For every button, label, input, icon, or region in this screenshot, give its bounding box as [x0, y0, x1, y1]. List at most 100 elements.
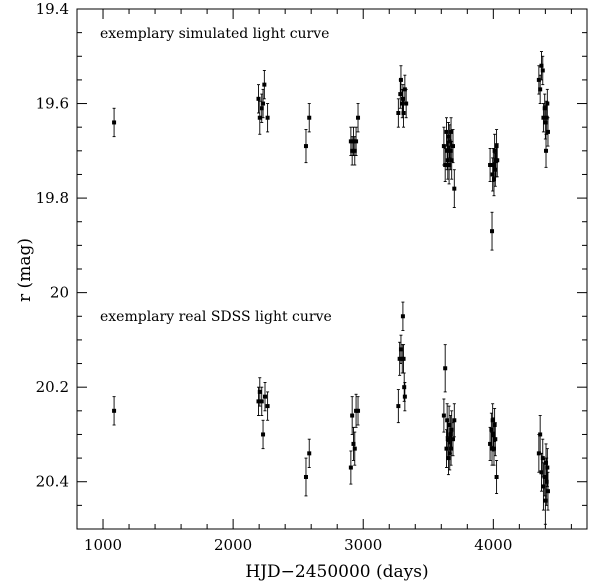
data-point — [350, 148, 355, 153]
data-point — [539, 470, 544, 475]
data-point — [303, 475, 308, 479]
data-point — [447, 163, 452, 167]
data-point — [490, 418, 495, 423]
data-point — [540, 456, 545, 461]
series-2 — [112, 301, 550, 525]
data-point — [261, 101, 266, 106]
y-tick-label: 20 — [50, 284, 69, 302]
data-point — [356, 408, 361, 413]
data-point — [265, 404, 270, 409]
data-point — [257, 389, 262, 394]
data-point — [256, 96, 261, 101]
data-point — [448, 432, 453, 437]
x-tick-label: 2000 — [214, 536, 252, 554]
y-tick-labels: 19.4 19.6 19.8 20 20.2 20.4 — [36, 0, 69, 491]
data-point — [443, 366, 448, 371]
data-point — [402, 385, 407, 390]
data-point — [541, 484, 546, 489]
y-tick-label: 19.8 — [36, 189, 69, 207]
x-tick-label: 4000 — [474, 536, 512, 554]
data-point — [397, 356, 402, 361]
data-point — [541, 115, 546, 120]
data-point — [538, 432, 543, 437]
data-point — [545, 465, 550, 470]
data-point — [259, 106, 264, 111]
data-point — [450, 437, 455, 442]
data-point — [402, 394, 407, 399]
data-point — [441, 144, 446, 149]
data-point — [348, 465, 353, 470]
data-point — [352, 446, 357, 451]
data-point — [446, 456, 451, 461]
data-point — [443, 163, 448, 167]
data-point — [542, 106, 547, 111]
data-point — [544, 479, 549, 484]
data-point — [490, 172, 495, 177]
data-point — [445, 437, 450, 442]
data-point — [452, 186, 457, 191]
data-point — [261, 432, 266, 437]
data-point — [447, 139, 452, 144]
data-point — [540, 68, 545, 73]
data-point — [400, 101, 405, 106]
plot-frame — [76, 8, 588, 530]
data-point — [545, 101, 550, 106]
data-marks — [112, 51, 550, 525]
data-point — [445, 158, 450, 163]
data-point — [307, 451, 312, 456]
data-point — [493, 437, 498, 442]
data-point — [491, 163, 496, 167]
y-tick-label: 19.6 — [36, 95, 69, 113]
data-point — [396, 111, 401, 115]
data-point — [398, 77, 403, 82]
data-point — [398, 347, 403, 352]
data-point — [256, 399, 261, 404]
data-point — [545, 489, 550, 494]
data-point — [354, 139, 359, 144]
data-point — [307, 115, 312, 120]
data-point — [448, 148, 453, 153]
y-tick-label: 20.2 — [36, 378, 69, 396]
data-point — [449, 427, 454, 432]
data-point — [356, 115, 361, 120]
data-point — [352, 148, 357, 153]
data-point — [491, 432, 496, 437]
series-1 — [112, 51, 550, 251]
data-point — [396, 404, 401, 409]
data-point — [495, 158, 500, 163]
data-point — [494, 144, 499, 149]
data-point — [543, 498, 548, 503]
data-point — [265, 115, 270, 120]
data-point — [492, 148, 497, 153]
data-point — [401, 111, 406, 115]
data-point — [544, 460, 549, 465]
data-point — [259, 399, 264, 404]
y-tick-label: 19.4 — [36, 0, 69, 18]
data-point — [544, 148, 549, 153]
data-point — [489, 427, 494, 432]
data-point — [543, 120, 548, 125]
x-tick-labels: 1000 2000 3000 4000 — [84, 536, 512, 554]
data-point — [441, 413, 446, 418]
data-point — [404, 101, 409, 106]
data-point — [348, 139, 353, 144]
data-point — [350, 413, 355, 418]
data-point — [444, 446, 449, 451]
data-point — [262, 82, 267, 87]
data-point — [449, 129, 454, 134]
data-point — [545, 129, 550, 134]
data-point — [447, 423, 452, 427]
data-point — [449, 158, 454, 163]
y-axis-label: r (mag) — [15, 238, 35, 302]
data-point — [538, 87, 543, 92]
data-point — [494, 475, 499, 479]
x-tick-label: 1000 — [84, 536, 122, 554]
data-point — [492, 423, 497, 427]
data-point — [351, 139, 356, 144]
data-point — [450, 144, 455, 149]
axis-ticks — [77, 8, 587, 530]
data-point — [112, 120, 117, 125]
data-point — [536, 77, 541, 82]
x-tick-label: 3000 — [344, 536, 382, 554]
